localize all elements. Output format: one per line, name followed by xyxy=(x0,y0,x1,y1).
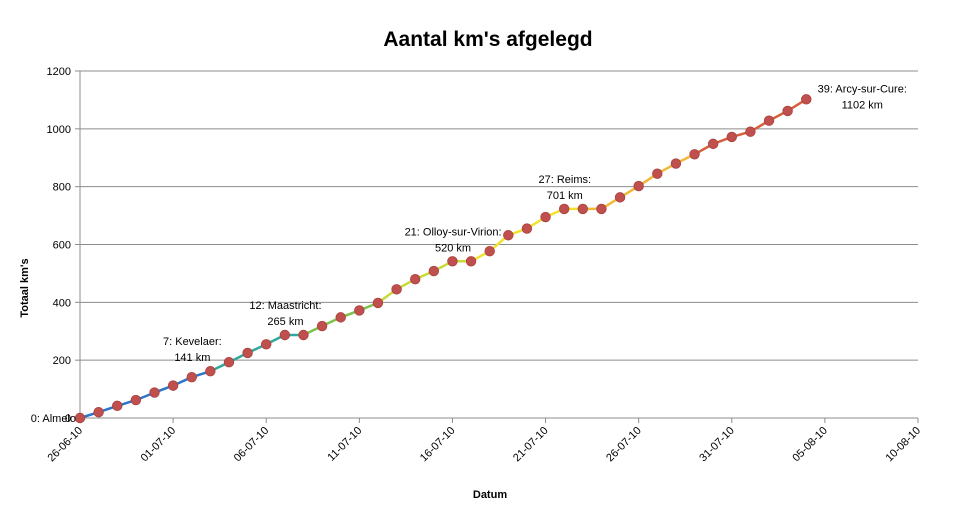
data-point-marker xyxy=(689,149,700,160)
y-tick-label: 1000 xyxy=(47,124,71,136)
data-point-marker xyxy=(652,168,663,179)
data-point-marker xyxy=(633,180,644,192)
data-label: 0: Almelo xyxy=(31,413,76,425)
data-point-marker xyxy=(484,245,495,257)
data-label-text: 7: Kevelaer: xyxy=(163,336,222,348)
x-tick-label: 21-07-10 xyxy=(511,425,551,465)
data-label-text: 701 km xyxy=(547,190,583,202)
data-point-marker xyxy=(205,365,216,377)
y-tick-label: 0 xyxy=(65,413,71,425)
data-point-marker xyxy=(130,394,142,406)
data-point-marker xyxy=(707,138,719,150)
data-point-marker xyxy=(540,211,551,223)
x-tick-label: 16-07-10 xyxy=(418,425,458,465)
data-point-marker xyxy=(447,256,458,267)
data-point-marker xyxy=(391,284,402,295)
x-tick-label: 26-06-10 xyxy=(45,425,85,465)
data-label: 27: Reims: 701 km xyxy=(539,174,592,202)
x-tick-label: 26-07-10 xyxy=(604,425,644,465)
data-point-marker xyxy=(335,312,346,323)
data-label-text: 141 km xyxy=(174,352,210,364)
data-point-marker xyxy=(372,297,384,309)
data-label: 21: Olloy-sur-Virion: 520 km xyxy=(405,226,502,254)
data-point-marker xyxy=(428,265,440,277)
data-point-marker xyxy=(93,407,104,418)
data-point-marker xyxy=(521,223,533,234)
x-tick-label: 06-07-10 xyxy=(232,425,272,465)
data-point-marker xyxy=(745,126,756,137)
data-point-marker xyxy=(503,230,514,241)
data-label-text: 520 km xyxy=(435,242,471,254)
series-line-segment xyxy=(377,260,472,304)
data-point-marker xyxy=(261,339,272,350)
y-tick-label: 400 xyxy=(53,297,71,309)
data-label-text: 265 km xyxy=(267,316,303,328)
data-point-marker xyxy=(763,115,775,126)
data-label: 7: Kevelaer: 141 km xyxy=(163,336,222,364)
data-label-text: 0: Almelo xyxy=(31,413,76,425)
data-point-marker xyxy=(298,329,309,341)
y-tick-label: 200 xyxy=(53,355,71,367)
data-label-text: 21: Olloy-sur-Virion: xyxy=(405,226,502,238)
data-point-marker xyxy=(410,274,421,285)
series-line-segment xyxy=(209,333,304,373)
data-point-marker xyxy=(465,256,477,267)
chart-title: Aantal km's afgelegd xyxy=(383,28,593,51)
x-tick-label: 31-07-10 xyxy=(697,425,737,465)
data-point-marker xyxy=(614,192,626,203)
x-tick-label: 05-08-10 xyxy=(790,425,830,465)
data-point-marker xyxy=(74,412,86,424)
data-point-marker xyxy=(167,380,179,391)
data-point-marker xyxy=(149,387,160,398)
x-axis-title: Datum xyxy=(472,489,508,501)
data-label-text: 39: Arcy-sur-Cure: xyxy=(818,83,907,95)
data-point-marker xyxy=(782,105,793,117)
data-point-marker xyxy=(186,372,197,383)
data-point-marker xyxy=(316,320,328,332)
data-point-marker xyxy=(577,203,589,215)
y-tick-label: 1200 xyxy=(47,66,71,78)
data-point-marker xyxy=(726,131,737,143)
data-point-marker xyxy=(112,400,123,412)
data-label: 12: Maastricht: 265 km xyxy=(249,300,321,328)
data-label-text: 1102 km xyxy=(842,99,883,111)
data-point-marker xyxy=(801,94,812,105)
x-tick-label: 10-08-10 xyxy=(883,425,923,465)
x-tick-label: 01-07-10 xyxy=(139,425,179,465)
x-tick-label: 11-07-10 xyxy=(325,425,364,464)
data-point-marker xyxy=(242,347,253,359)
data-point-marker xyxy=(670,158,682,169)
data-point-marker xyxy=(596,203,607,215)
data-point-marker xyxy=(354,305,365,316)
data-point-marker xyxy=(279,329,291,341)
data-label-text: 12: Maastricht: xyxy=(249,300,321,312)
data-point-marker xyxy=(223,356,235,368)
y-tick-label: 800 xyxy=(53,182,71,194)
data-point-marker xyxy=(558,203,570,215)
data-label: 39: Arcy-sur-Cure: 1102 km xyxy=(818,83,907,111)
y-tick-label: 600 xyxy=(53,240,71,252)
data-label-text: 27: Reims: xyxy=(539,174,592,186)
